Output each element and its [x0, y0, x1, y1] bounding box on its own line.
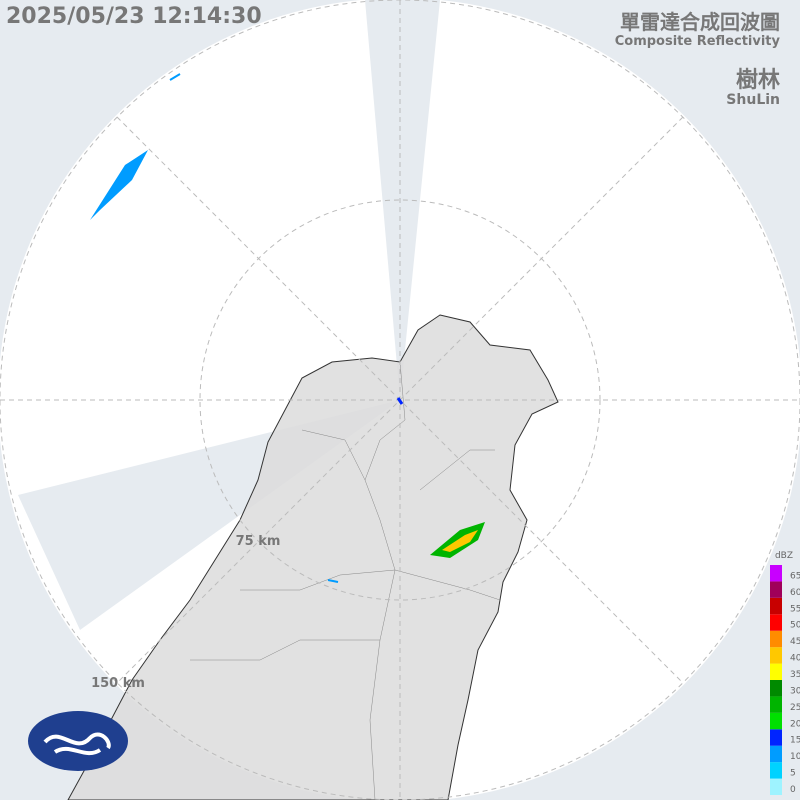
station-en: ShuLin [726, 92, 780, 108]
scale-swatch [770, 680, 782, 697]
scale-swatch [770, 597, 782, 615]
scale-swatch [770, 729, 782, 746]
scale-tick-label: 65 [790, 571, 800, 581]
scale-tick-label: 15 [790, 736, 800, 746]
echoes [90, 73, 485, 583]
scale-swatch [770, 581, 782, 598]
title-zh: 單雷達合成回波圖 [620, 10, 780, 34]
ring-label: 75 km [236, 534, 281, 549]
scale-tick-label: 10 [790, 752, 800, 762]
scale-tick-label: 60 [790, 588, 800, 598]
scale-swatch [770, 778, 782, 795]
station-zh: 樹林 [735, 68, 780, 93]
scale-tick-label: 55 [790, 604, 800, 614]
scale-swatch [770, 647, 782, 664]
scale-tick-label: 0 [790, 785, 796, 795]
scale-tick-label: 45 [790, 637, 800, 647]
scale-tick-label: 30 [790, 686, 800, 696]
scale-swatch [770, 630, 782, 648]
scale-tick-label: 25 [790, 703, 800, 713]
scale-tick-label: 35 [790, 670, 800, 680]
scale-swatch [770, 712, 782, 730]
county-borders [190, 361, 501, 800]
scale-tick-label: 40 [790, 654, 800, 664]
color-scale: 0 5 10 15 20 25 30 35 40 45 50 55 60 65 [770, 565, 800, 795]
scale-swatch [770, 745, 782, 763]
ring-label: 150 km [91, 676, 145, 691]
scale-tick-label: 5 [790, 769, 796, 779]
scale-swatch [770, 696, 782, 713]
scale-tick-label: 20 [790, 719, 800, 729]
scale-unit: dBZ [775, 551, 793, 561]
scale-swatch [770, 614, 782, 631]
blocked-sector [365, 0, 440, 400]
title-en: Composite Reflectivity [614, 34, 780, 49]
land [67, 314, 559, 800]
timestamp: 2025/05/23 12:14:30 [6, 4, 262, 29]
scale-tick-label: 50 [790, 621, 800, 631]
scale-swatch [770, 565, 782, 582]
logo [28, 711, 128, 771]
scale-swatch [770, 762, 782, 779]
scale-swatch [770, 663, 782, 680]
